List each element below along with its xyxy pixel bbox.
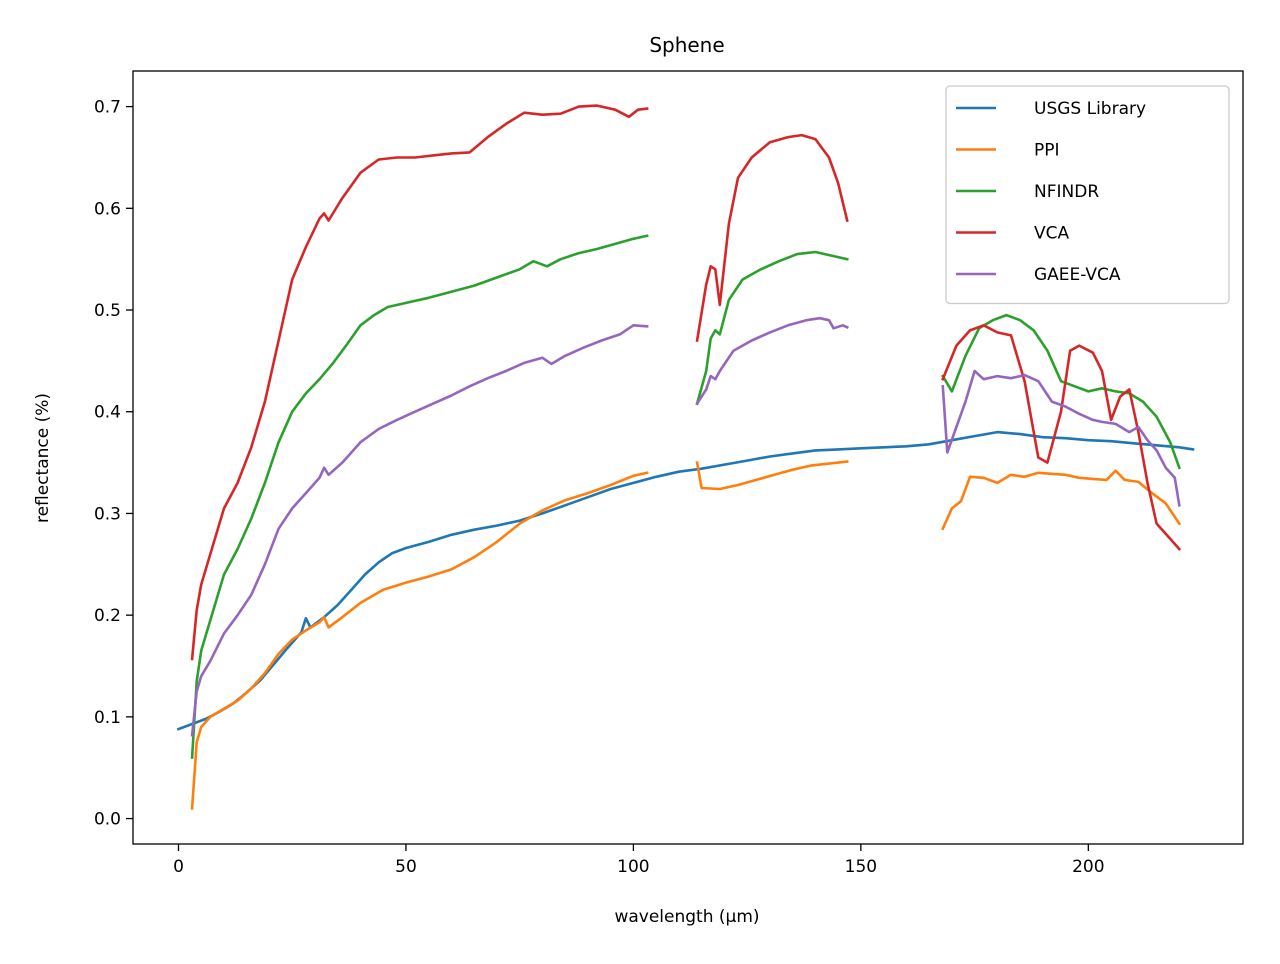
series-line-ppi-segment-1 <box>190 471 649 810</box>
series-line-gaee-vca-segment-1 <box>190 324 649 737</box>
chart-title: Sphene <box>649 33 724 57</box>
x-tick-label: 150 <box>845 857 877 877</box>
axes-frame <box>132 70 1244 845</box>
axes: 0 50 100 150 200 0.0 0.1 0.2 0.3 0.4 0.5 0.6 0.7 <box>94 70 1244 877</box>
y-tick-label: 0.0 <box>94 810 121 830</box>
x-tick-label: 100 <box>617 857 649 877</box>
series-line-nfindr-segment-2 <box>695 250 849 406</box>
series-line-vca-segment-3 <box>941 324 1182 551</box>
legend-box <box>945 85 1230 305</box>
series-line-nfindr-segment-1 <box>190 234 649 759</box>
x-tick-label: 200 <box>1072 857 1104 877</box>
x-axis-label: wavelength (µm) <box>614 907 759 927</box>
y-tick-label: 0.2 <box>94 606 121 626</box>
legend-label: PPI <box>1034 141 1060 161</box>
x-tick-label: 0 <box>173 857 184 877</box>
y-tick-label: 0.1 <box>94 708 121 728</box>
series-line-ppi-segment-2 <box>695 460 849 491</box>
x-tick-label: 50 <box>395 857 417 877</box>
legend-label: VCA <box>1034 224 1069 244</box>
y-tick-label: 0.6 <box>94 199 121 219</box>
legend: USGS Library PPI NFINDR VCA GAEE-VCA <box>945 85 1230 305</box>
y-tick-label: 0.7 <box>94 98 121 118</box>
series-line-ppi-segment-3 <box>941 469 1182 531</box>
y-tick-label: 0.4 <box>94 403 121 423</box>
plot-area <box>176 104 1195 810</box>
legend-label: NFINDR <box>1034 182 1099 202</box>
series-line-vca-segment-1 <box>190 104 649 661</box>
y-axis-label: reflectance (%) <box>33 393 53 523</box>
legend-label: USGS Library <box>1034 99 1146 119</box>
y-tick-label: 0.3 <box>94 504 121 524</box>
series-line-gaee-vca-segment-2 <box>695 316 849 406</box>
series-line-gaee-vca-segment-3 <box>941 369 1181 507</box>
legend-label: GAEE-VCA <box>1034 265 1121 285</box>
series-line-vca-segment-2 <box>695 133 849 342</box>
y-tick-label: 0.5 <box>94 301 121 321</box>
